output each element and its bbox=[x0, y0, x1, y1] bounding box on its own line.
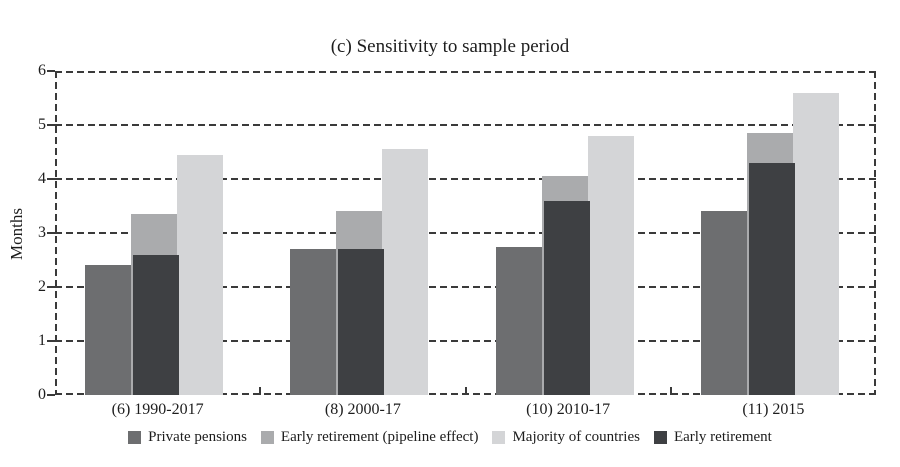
y-axis: 0 1 2 3 4 5 6 bbox=[0, 62, 55, 403]
x-boundary-tick-3 bbox=[669, 387, 672, 395]
bar-early-retirement-group-2 bbox=[338, 249, 385, 395]
legend-swatch-majority-of-countries bbox=[492, 431, 506, 444]
gridline-y-3 bbox=[55, 232, 876, 234]
x-category-label-1: (6) 1990-2017 bbox=[111, 401, 204, 418]
legend-item-early-retirement: Early retirement bbox=[653, 429, 772, 446]
legend-swatch-early-retirement-pipeline-effect bbox=[260, 431, 274, 444]
bar-private-pensions-group-2 bbox=[290, 249, 337, 395]
bar-early-retirement-group-3 bbox=[543, 200, 590, 395]
x-axis: (6) 1990-2017 (8) 2000-17 (10) 2010-17 (11)… bbox=[55, 401, 876, 423]
y-tick-mark-3 bbox=[47, 232, 55, 234]
legend-swatch-early-retirement bbox=[653, 431, 667, 444]
y-tick-label-5: 5 bbox=[38, 116, 46, 133]
plot-frame-top bbox=[55, 71, 876, 73]
y-tick-label-1: 1 bbox=[38, 332, 46, 349]
gridline-y-1 bbox=[55, 340, 876, 342]
bar-majority-of-countries-group-4 bbox=[792, 92, 839, 395]
legend-item-private-pensions: Private pensions bbox=[128, 429, 247, 446]
y-tick-mark-0 bbox=[47, 394, 55, 396]
y-tick-mark-4 bbox=[47, 178, 55, 180]
plot-area bbox=[55, 71, 876, 395]
y-tick-mark-2 bbox=[47, 286, 55, 288]
bar-early-retirement-group-1 bbox=[133, 254, 179, 395]
bar-private-pensions-group-1 bbox=[85, 265, 131, 395]
gridline-y-4 bbox=[55, 178, 876, 180]
bar-early-retirement-group-4 bbox=[748, 162, 795, 395]
legend-swatch-private-pensions bbox=[128, 431, 142, 444]
gridline-y-2 bbox=[55, 286, 876, 288]
bar-private-pensions-group-4 bbox=[700, 211, 747, 395]
bar-majority-of-countries-group-2 bbox=[382, 149, 429, 395]
legend-label-majority-of-countries: Majority of countries bbox=[512, 429, 640, 445]
y-tick-mark-6 bbox=[47, 70, 55, 72]
y-tick-mark-5 bbox=[47, 124, 55, 126]
y-tick-mark-1 bbox=[47, 340, 55, 342]
y-tick-label-6: 6 bbox=[38, 62, 46, 79]
x-boundary-tick-2 bbox=[464, 387, 467, 395]
y-tick-label-2: 2 bbox=[38, 278, 46, 295]
legend-item-majority-of-countries: Majority of countries bbox=[492, 429, 640, 446]
legend-label-private-pensions: Private pensions bbox=[148, 429, 247, 445]
x-category-label-4: (11) 2015 bbox=[742, 401, 805, 418]
x-category-label-2: (8) 2000-17 bbox=[324, 401, 401, 418]
bar-majority-of-countries-group-3 bbox=[587, 135, 634, 395]
legend-label-early-retirement: Early retirement bbox=[673, 429, 772, 445]
y-tick-label-3: 3 bbox=[38, 224, 46, 241]
chart-title: (c) Sensitivity to sample period bbox=[330, 36, 570, 57]
gridline-y-5 bbox=[55, 124, 876, 126]
x-category-label-3: (10) 2010-17 bbox=[526, 401, 611, 418]
legend: Private pensions Early retirement (pipeli… bbox=[0, 429, 900, 446]
legend-label-early-retirement-pipeline-effect: Early retirement (pipeline effect) bbox=[280, 429, 479, 445]
bar-private-pensions-group-3 bbox=[495, 246, 542, 395]
bar-majority-of-countries-group-1 bbox=[177, 154, 223, 395]
y-tick-label-0: 0 bbox=[38, 386, 46, 403]
y-tick-label-4: 4 bbox=[38, 170, 46, 187]
legend-item-early-retirement-pipeline-effect: Early retirement (pipeline effect) bbox=[260, 429, 479, 446]
x-boundary-tick-1 bbox=[259, 387, 262, 395]
